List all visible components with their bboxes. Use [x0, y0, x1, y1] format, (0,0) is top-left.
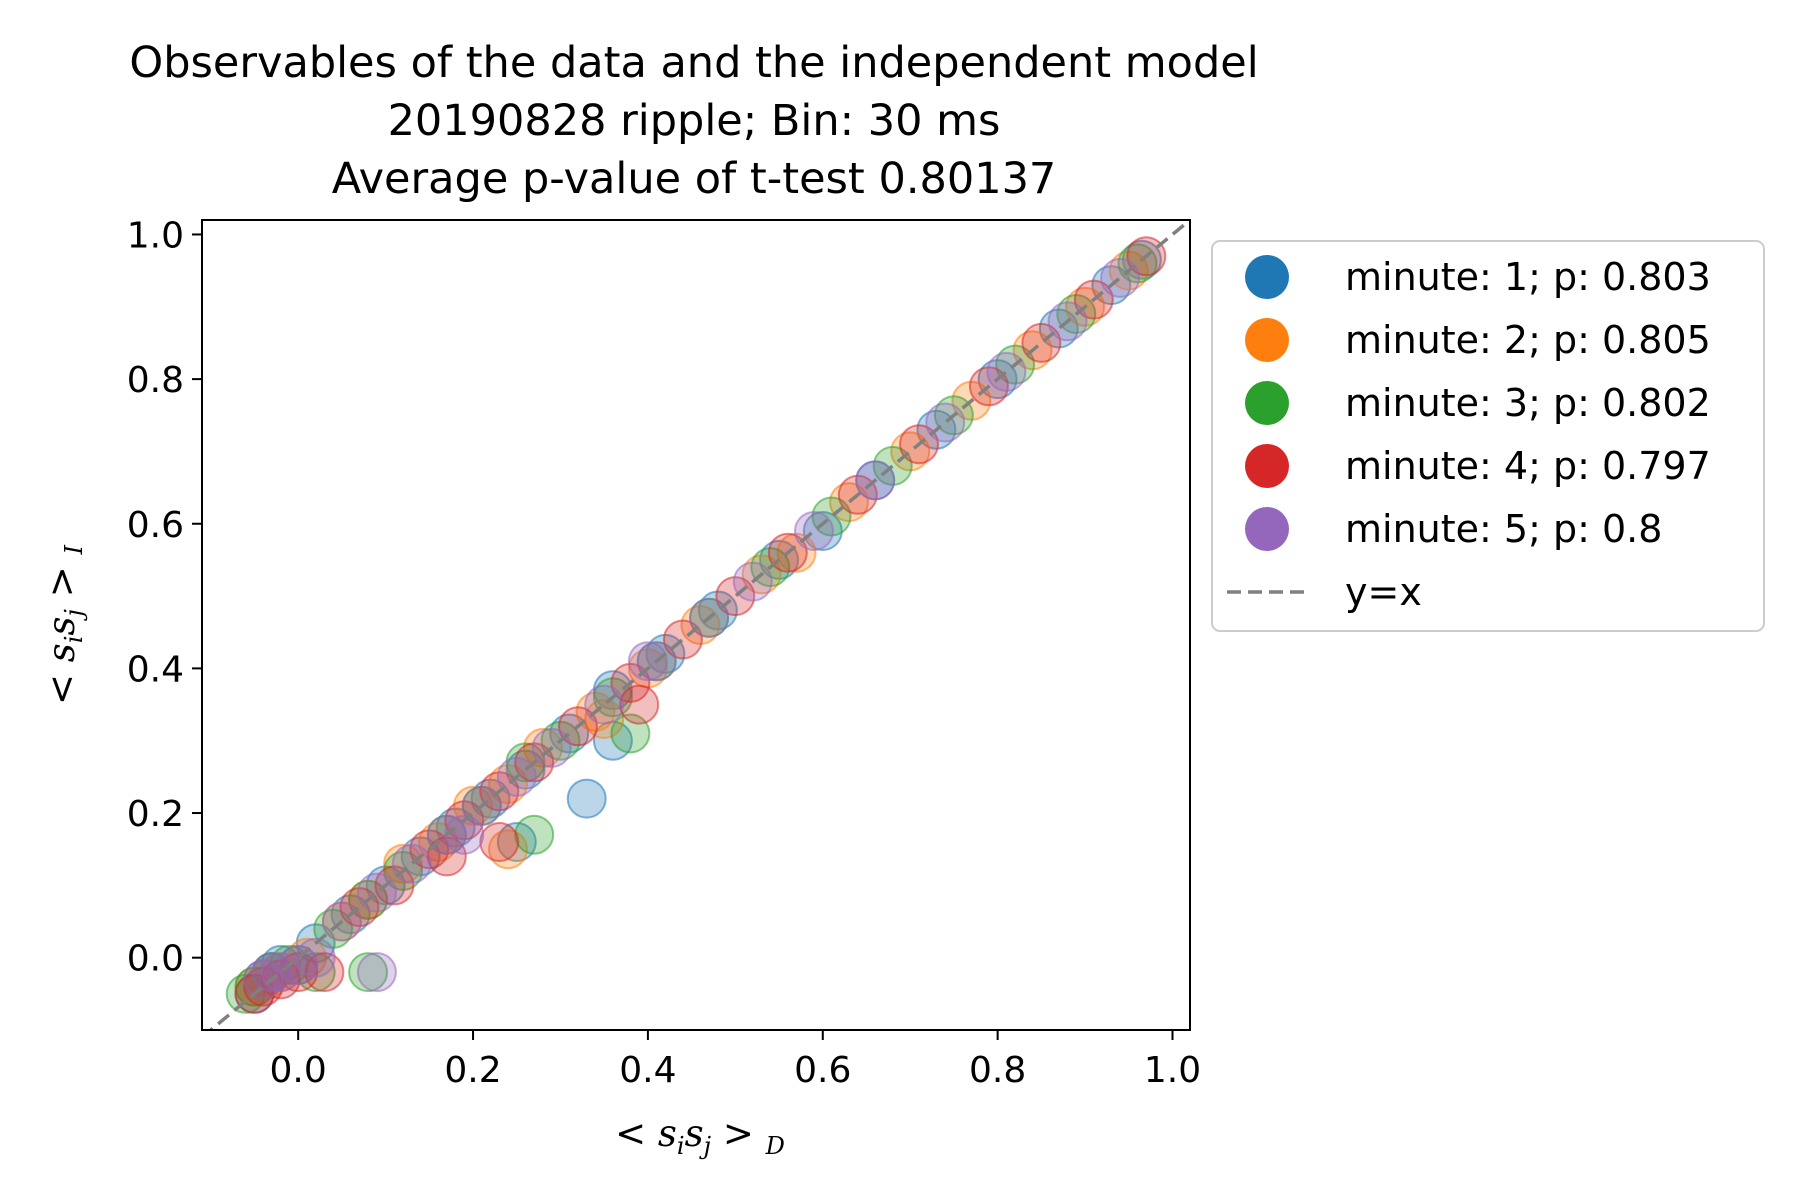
- legend-marker-5: [1245, 507, 1289, 551]
- x-tick-label: 0.8: [969, 1050, 1026, 1091]
- legend-label-ref: y=x: [1345, 570, 1422, 614]
- points-layer: [225, 236, 1167, 1014]
- x-axis: 0.0 0.2 0.4 0.6 0.8 1.0: [270, 1030, 1201, 1091]
- scatter-point-s5-8: [391, 843, 432, 884]
- y-tick-label: 0.4: [127, 649, 184, 690]
- y-tick-label: 0.6: [127, 505, 184, 546]
- legend-marker-4: [1245, 444, 1289, 488]
- scatter-point-s5-25: [627, 641, 668, 682]
- x-tick-label: 0.0: [270, 1050, 327, 1091]
- scatter-point-s4-25: [479, 822, 520, 862]
- scatter-point-s3-23: [348, 952, 389, 993]
- legend-label-4: minute: 4; p: 0.797: [1345, 444, 1711, 488]
- chart-title-line-1: Observables of the data and the independ…: [129, 38, 1259, 88]
- scatter-point-s5-17: [794, 511, 834, 551]
- x-tick-label: 0.2: [444, 1050, 501, 1091]
- x-axis-label: < sisj > D: [615, 1112, 785, 1160]
- x-tick-label: 0.6: [794, 1050, 851, 1091]
- scatter-point-s5-5: [295, 937, 336, 978]
- y-tick-label: 1.0: [127, 215, 184, 256]
- scatter-point-s2-16: [776, 532, 817, 573]
- scatter-point-s1-25: [566, 778, 607, 819]
- legend-marker-2: [1245, 318, 1289, 362]
- legend-label-2: minute: 2; p: 0.805: [1345, 318, 1711, 362]
- x-tick-label: 1.0: [1144, 1050, 1201, 1091]
- y-axis-label: < sisj > I: [40, 545, 88, 705]
- scatter-point-s4-24: [619, 684, 660, 725]
- legend-label-3: minute: 3; p: 0.802: [1345, 381, 1711, 425]
- scatter-point-s5-13: [584, 684, 625, 725]
- legend: minute: 1; p: 0.803 minute: 2; p: 0.805 mi…: [1211, 240, 1765, 632]
- scatter-point-s4-23: [426, 836, 467, 877]
- scatter-point-s3-25: [514, 814, 555, 855]
- y-tick-label: 0.0: [127, 939, 184, 980]
- legend-label-5: minute: 5; p: 0.8: [1345, 507, 1662, 551]
- scatter-point-s5-2: [251, 952, 292, 993]
- y-equals-x-line: [207, 220, 1190, 1030]
- legend-marker-3: [1245, 381, 1289, 425]
- scatter-point-s5-7: [356, 872, 397, 913]
- chart-title-line-2: 20190828 ripple; Bin: 30 ms: [387, 96, 1001, 146]
- scatter-point-s2-24: [584, 699, 625, 739]
- legend-marker-1: [1245, 255, 1289, 299]
- scatter-point-s5-23: [356, 952, 397, 993]
- scatter-point-s5-19: [925, 402, 966, 443]
- chart-title-line-3: Average p-value of t-test 0.80137: [331, 154, 1057, 204]
- legend-label-1: minute: 1; p: 0.803: [1345, 255, 1711, 299]
- x-tick-label: 0.4: [619, 1050, 676, 1091]
- legend-frame: [1211, 240, 1765, 632]
- y-tick-label: 0.8: [127, 360, 184, 401]
- y-tick-label: 0.2: [127, 794, 184, 835]
- y-axis: 0.0 0.2 0.4 0.6 0.8 1.0: [127, 215, 202, 980]
- plot-frame: [201, 219, 1191, 1031]
